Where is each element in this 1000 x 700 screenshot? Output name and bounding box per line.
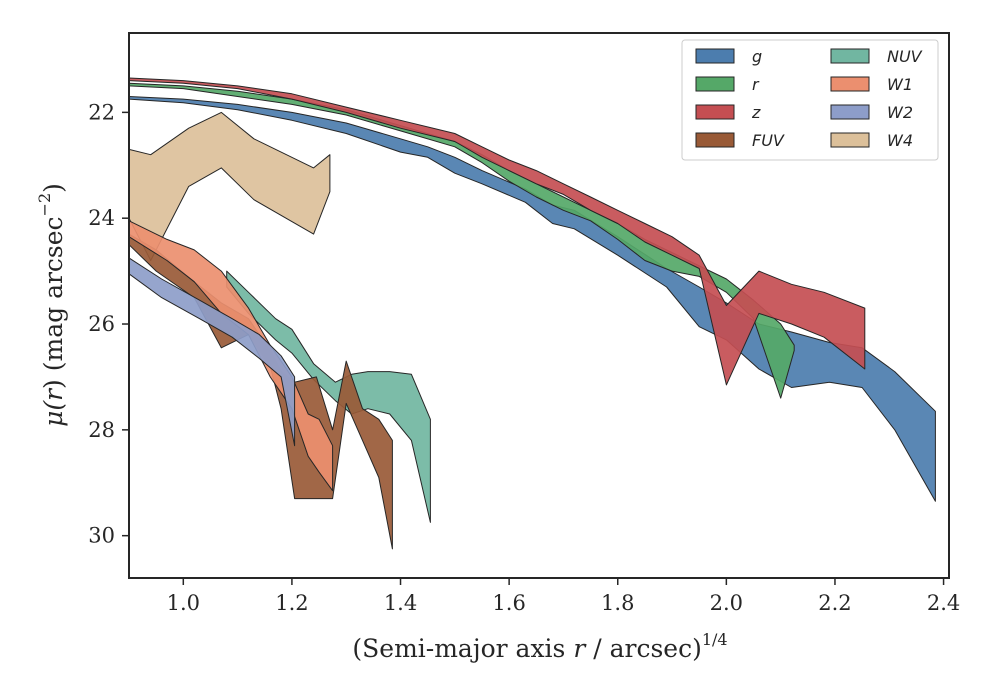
- legend-label-w1: W1: [887, 75, 913, 94]
- x-axis-ticks: 1.0 1.2 1.4 1.6 1.8 2.0 2.2 2.4: [167, 578, 960, 615]
- legend-label-nuv: NUV: [887, 47, 923, 66]
- plot-frame: [128, 32, 950, 579]
- y-tick-label: 22: [88, 100, 115, 124]
- band-fuv: [128, 233, 393, 550]
- legend-swatch-w1: [830, 76, 870, 92]
- legend: grz FUV NUV W1 W2 W4: [681, 39, 939, 161]
- y-tick-label: 26: [88, 312, 115, 336]
- legend-label-r: r: [752, 75, 760, 94]
- band-z: [128, 77, 866, 386]
- legend-swatch-r: [695, 76, 735, 92]
- legend-label-w2: W2: [887, 103, 913, 122]
- band-nuv: [226, 270, 431, 523]
- bands-layer: [128, 77, 936, 550]
- band-w2: [128, 257, 296, 447]
- band-g: [128, 96, 936, 502]
- legend-swatch-w4: [830, 132, 870, 148]
- x-tick-label: 1.0: [167, 591, 200, 615]
- legend-label-z: z: [751, 103, 761, 122]
- band-w4: [128, 111, 331, 261]
- x-tick-label: 2.4: [927, 591, 960, 615]
- legend-swatch-z: [695, 104, 735, 120]
- x-tick-label: 2.2: [818, 591, 851, 615]
- x-tick-label: 1.4: [384, 591, 417, 615]
- x-tick-label: 1.2: [275, 591, 308, 615]
- legend-swatch-nuv: [830, 48, 870, 64]
- legend-label-w4: W4: [887, 131, 913, 150]
- x-tick-label: 1.6: [492, 591, 525, 615]
- y-axis-ticks: 22 24 26 28 30: [88, 100, 129, 548]
- legend-swatch-w2: [830, 104, 870, 120]
- legend-box: [681, 39, 939, 161]
- x-axis-label: (Semi-major axis r / arcsec)1/4: [352, 630, 727, 663]
- legend-label-fuv: FUV: [752, 131, 785, 150]
- legend-label-g: g: [752, 47, 762, 66]
- y-axis-label: μ(r) (mag arcsec−2): [35, 183, 68, 427]
- x-tick-label: 2.0: [710, 591, 743, 615]
- y-tick-label: 24: [88, 206, 115, 230]
- y-tick-label: 30: [88, 524, 115, 548]
- x-tick-label: 1.8: [601, 591, 634, 615]
- legend-swatch-fuv: [695, 132, 735, 148]
- y-tick-label: 28: [88, 418, 115, 442]
- legend-swatch-g: [695, 48, 735, 64]
- band-w1: [128, 220, 334, 492]
